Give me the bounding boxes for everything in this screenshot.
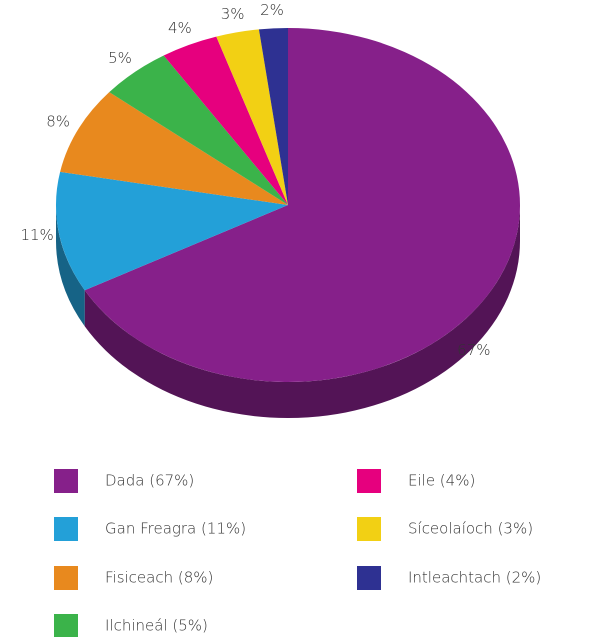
slice <box>109 55 288 206</box>
legend-label: Síceolaíoch (3%) <box>408 520 533 538</box>
slice-side <box>84 205 521 418</box>
legend-label: Dada (67%) <box>105 472 194 490</box>
legend-swatch <box>54 469 78 493</box>
slice <box>60 92 288 205</box>
legend-label: Fisiceach (8%) <box>105 569 213 587</box>
slice-side <box>56 205 85 327</box>
slice <box>55 171 288 291</box>
data-label: 5% <box>108 49 132 67</box>
legend-swatch <box>54 517 78 541</box>
data-label: 67% <box>457 341 490 359</box>
legend-label: Intleachtach (2%) <box>408 569 541 587</box>
legend-swatch <box>357 566 381 590</box>
slice <box>216 29 288 206</box>
legend-swatch <box>357 517 381 541</box>
data-label: 4% <box>168 19 192 37</box>
slice <box>258 28 288 205</box>
legend-swatch <box>54 566 78 590</box>
slice <box>84 28 521 382</box>
legend-label: Eile (4%) <box>408 472 475 490</box>
legend-swatch <box>54 614 78 637</box>
data-label: 3% <box>221 5 245 23</box>
data-label: 8% <box>46 112 70 130</box>
slice <box>163 36 288 206</box>
data-label: 11% <box>20 226 53 244</box>
legend-label: Ilchineál (5%) <box>105 617 208 635</box>
legend-swatch <box>357 469 381 493</box>
legend-label: Gan Freagra (11%) <box>105 520 246 538</box>
data-label: 2% <box>260 1 284 19</box>
